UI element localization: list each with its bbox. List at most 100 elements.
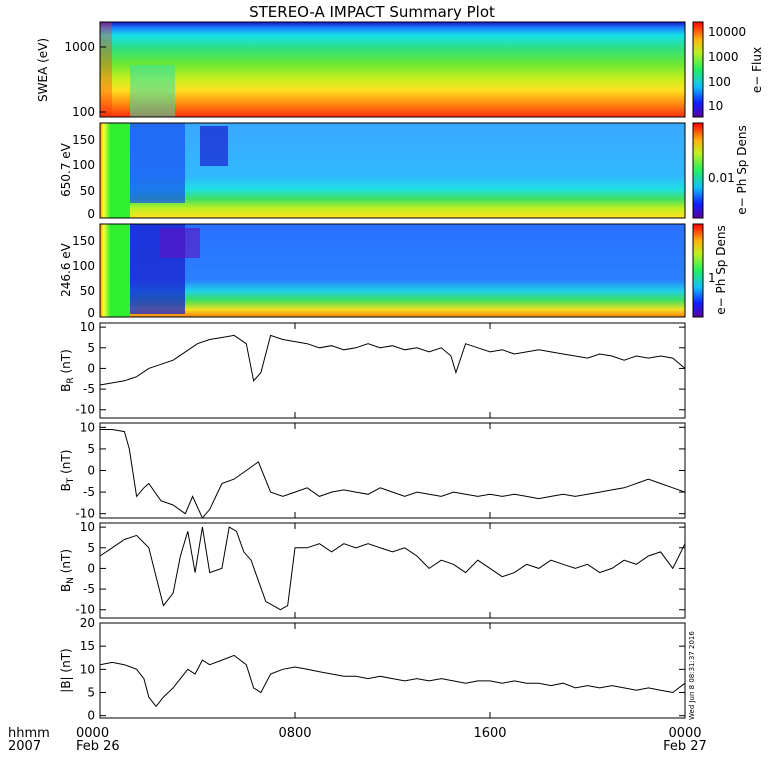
pa246-ylabel: 246.6 eV (59, 242, 73, 297)
pa650-colorbar (692, 122, 704, 219)
panel-br: 10 5 0 -5 -10 BR (nT) (59, 320, 686, 419)
br-ylabel-unit: (nT) (59, 349, 73, 377)
swea-colorbar-tick: 100 (708, 75, 731, 89)
swea-spectrogram-early (100, 22, 112, 117)
pa246-ytick-label: 150 (72, 234, 95, 248)
br-ytick-label: 10 (80, 320, 95, 334)
swea-ytick-label: 1000 (64, 40, 95, 54)
pa246-spectrogram-gap (160, 228, 200, 258)
time-axis-tick-label: 1600 (473, 726, 506, 741)
pa246-colorbar (692, 223, 704, 318)
time-axis-year-label: 2007 (8, 739, 41, 754)
bt-ytick-label: -10 (75, 507, 95, 521)
pa650-spectrogram-gap (200, 126, 228, 166)
time-axis: hhmm 2007 0000 Feb 26 0800 1600 0000 Feb… (8, 726, 707, 754)
panel-bn: 10 5 0 -5 -10 BN (nT) (59, 520, 686, 619)
pa246-colorbar-label: e− Ph Sp Dens (714, 225, 728, 314)
bt-ytick-label: 5 (87, 442, 95, 456)
panel-swea: 1000 100 SWEA (eV) 10000 1000 100 10 e− … (36, 21, 764, 119)
bn-ytick-label: -10 (75, 603, 95, 617)
bn-ylabel-sub: N (66, 577, 76, 584)
bt-ylabel-unit: (nT) (59, 450, 73, 478)
bmag-ytick-label: 20 (80, 616, 95, 630)
bn-ylabel: BN (nT) (59, 549, 76, 592)
swea-colorbar-tick: 1000 (708, 50, 739, 64)
pa650-frame (99, 122, 686, 219)
bmag-frame (99, 622, 686, 719)
pa650-ylabel: 650.7 eV (59, 142, 73, 197)
bt-series-line (100, 429, 686, 519)
bmag-ylabel-main: |B| (59, 676, 73, 692)
br-ytick-label: 5 (87, 341, 95, 355)
pa246-ytick-label: 0 (87, 306, 95, 320)
swea-ylabel: SWEA (eV) (36, 38, 50, 102)
bn-ytick-label: 10 (80, 520, 95, 534)
pa650-ytick-label: 50 (80, 184, 95, 198)
generation-timestamp: Wed Jun 8 08:31:37 2016 (688, 631, 696, 720)
swea-colorbar-tick: 10 (708, 99, 723, 113)
bn-frame (99, 522, 686, 619)
bt-ylabel: BT (nT) (59, 450, 76, 492)
pa650-spectrogram-early (100, 123, 130, 218)
bn-ytick-label: 0 (87, 561, 95, 575)
bn-series-line (99, 526, 686, 611)
pa650-ytick-label: 100 (72, 158, 95, 172)
br-frame (99, 322, 686, 419)
pa650-spectrogram-gap (130, 123, 185, 203)
bmag-ylabel-unit: (nT) (59, 648, 73, 676)
time-axis-tick-label: 0800 (278, 726, 311, 741)
bn-ylabel-main: B (59, 584, 73, 592)
bmag-ytick-label: 15 (80, 639, 95, 653)
swea-spectrogram-gap (130, 65, 175, 117)
pa246-frame (99, 223, 686, 318)
time-axis-date-end: Feb 27 (663, 739, 707, 754)
br-ytick-label: -5 (83, 382, 95, 396)
br-ylabel-sub: R (66, 377, 76, 383)
swea-ytick-label: 100 (72, 105, 95, 119)
pa650-colorbar-label: e− Ph Sp Dens (735, 125, 749, 214)
panel-bt: 10 5 0 -5 -10 BT (nT) (59, 420, 686, 521)
bt-ytick-label: 0 (87, 464, 95, 478)
bt-ytick-label: 10 (80, 420, 95, 434)
bmag-ylabel: |B| (nT) (59, 648, 73, 692)
time-axis-tick-label: 0000 (668, 726, 701, 741)
pa650-colorbar-tick: 0.01 (708, 171, 735, 185)
swea-frame (99, 21, 686, 118)
time-axis-hhmm-label: hhmm (8, 726, 50, 741)
swea-colorbar-tick: 10000 (708, 25, 746, 39)
pa650-spectrogram (100, 123, 685, 218)
pa246-ytick-label: 50 (80, 284, 95, 298)
bt-frame (99, 422, 686, 519)
pa650-ytick-label: 0 (87, 207, 95, 221)
pa650-ytick-label: 150 (72, 133, 95, 147)
br-series-line (99, 334, 686, 386)
swea-colorbar (692, 21, 704, 118)
bn-ytick-label: 5 (87, 541, 95, 555)
br-ytick-label: 0 (87, 361, 95, 375)
pa246-colorbar-tick: 1 (708, 271, 716, 285)
panel-pa-246: 0 50 100 150 246.6 eV 1 e− Ph Sp Dens (59, 223, 728, 320)
br-ylabel-main: B (59, 384, 73, 392)
swea-colorbar-label: e− Flux (750, 47, 764, 93)
bn-ytick-label: -5 (83, 582, 95, 596)
bn-ylabel-unit: (nT) (59, 549, 73, 577)
panel-pa-650: 0 50 100 150 650.7 eV 0.01 e− Ph Sp Dens (59, 122, 749, 221)
bmag-ytick-label: 10 (80, 662, 95, 676)
bmag-ytick-label: 5 (87, 686, 95, 700)
panel-bmag: 20 15 10 5 0 |B| (nT) (59, 616, 686, 723)
bmag-series-line (99, 654, 686, 708)
br-ylabel: BR (nT) (59, 349, 76, 392)
bt-ylabel-sub: T (66, 477, 76, 484)
swea-spectrogram (100, 22, 685, 117)
time-axis-tick-label: 0000 (76, 726, 109, 741)
br-ytick-label: -10 (75, 403, 95, 417)
time-axis-date-start: Feb 26 (76, 739, 120, 754)
bt-ytick-label: -5 (83, 485, 95, 499)
pa246-spectrogram-early (100, 224, 130, 317)
bt-ylabel-main: B (59, 483, 73, 491)
bmag-ytick-label: 0 (87, 709, 95, 723)
plot-title: STEREO-A IMPACT Summary Plot (249, 3, 495, 21)
pa246-ytick-label: 100 (72, 259, 95, 273)
